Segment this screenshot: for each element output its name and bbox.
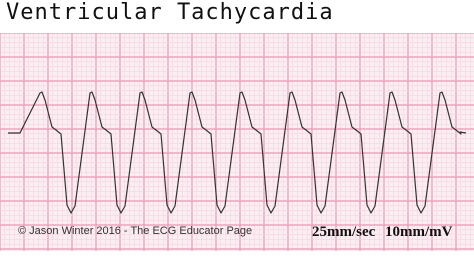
title-band: [0, 0, 474, 33]
copyright: © Jason Winter 2016 - The ECG Educator P…: [18, 225, 252, 237]
gain: 10mm/mV: [385, 224, 453, 240]
ecg-trace: [8, 91, 467, 214]
paper-speed: 25mm/sec: [312, 224, 376, 240]
title: Ventricular Tachycardia: [6, 0, 334, 25]
ecg-paper: [0, 33, 474, 251]
grid: [0, 32, 474, 251]
